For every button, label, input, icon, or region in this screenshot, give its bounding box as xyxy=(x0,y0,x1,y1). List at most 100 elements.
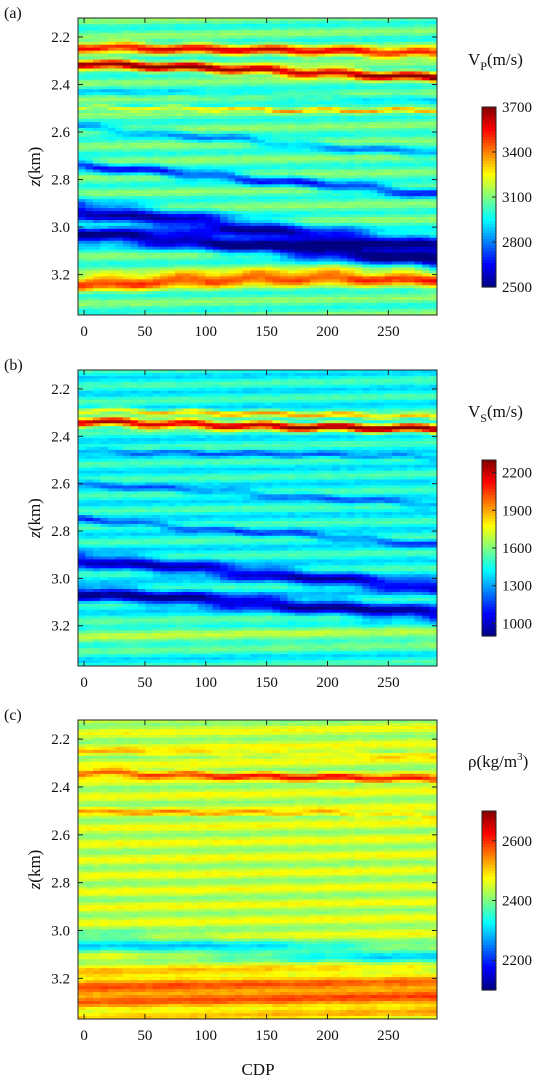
heatmap-cell xyxy=(272,160,281,165)
heatmap-cell xyxy=(354,175,363,179)
heatmap-cell xyxy=(212,92,221,96)
heatmap-cell xyxy=(160,202,169,206)
heatmap-cell xyxy=(279,372,289,377)
heatmap-cell xyxy=(309,118,318,123)
heatmap-cell xyxy=(332,47,341,52)
heatmap-cell xyxy=(167,35,176,40)
heatmap-cell xyxy=(279,370,289,374)
heatmap-cell xyxy=(399,38,408,43)
heatmap-cell xyxy=(362,74,371,78)
heatmap-cell xyxy=(212,148,221,153)
heatmap-cell xyxy=(227,71,236,76)
heatmap-cell xyxy=(250,163,259,168)
heatmap-cell xyxy=(369,225,378,230)
heatmap-cell xyxy=(287,41,296,46)
heatmap-cell xyxy=(152,169,161,174)
heatmap-cell xyxy=(235,219,244,224)
heatmap-cell xyxy=(324,264,333,269)
heatmap-cell xyxy=(257,50,266,55)
heatmap-cell xyxy=(227,228,236,233)
heatmap-cell xyxy=(235,372,244,377)
heatmap-cell xyxy=(294,169,303,174)
heatmap-cell xyxy=(414,294,423,298)
heatmap-cell xyxy=(167,208,176,212)
heatmap-cell xyxy=(167,249,176,254)
heatmap-cell xyxy=(279,285,289,289)
heatmap-cell xyxy=(429,216,437,221)
heatmap-cell xyxy=(175,92,184,96)
heatmap-cell xyxy=(167,312,176,315)
heatmap-cell xyxy=(242,145,251,150)
heatmap-cell xyxy=(115,303,124,307)
heatmap-cell xyxy=(107,169,116,174)
heatmap-cell xyxy=(145,258,154,263)
heatmap-cell xyxy=(242,264,251,269)
heatmap-cell xyxy=(384,136,393,141)
heatmap-cell xyxy=(422,255,431,260)
heatmap-cell xyxy=(287,297,296,301)
heatmap-cell xyxy=(384,237,393,242)
heatmap-cell xyxy=(160,154,169,159)
heatmap-cell xyxy=(167,214,176,218)
heatmap-cell xyxy=(339,80,348,84)
heatmap-cell xyxy=(302,178,311,182)
heatmap-cell xyxy=(354,166,363,171)
heatmap-cell xyxy=(167,372,176,377)
heatmap-cell xyxy=(287,193,296,197)
heatmap-cell xyxy=(362,234,371,239)
heatmap-cell xyxy=(279,240,289,245)
heatmap-cell xyxy=(130,199,139,203)
heatmap-cell xyxy=(115,261,124,266)
heatmap-cell xyxy=(399,312,408,315)
heatmap-cell xyxy=(235,148,244,153)
heatmap-cell xyxy=(145,23,154,28)
heatmap-cell xyxy=(392,178,401,182)
heatmap-cell xyxy=(235,205,244,209)
heatmap-cell xyxy=(347,136,356,141)
heatmap-cell xyxy=(407,190,416,194)
heatmap-cell xyxy=(287,92,296,96)
heatmap-cell xyxy=(182,184,191,188)
heatmap-cell xyxy=(160,50,169,55)
heatmap-cell xyxy=(377,300,386,304)
heatmap-cell xyxy=(347,83,356,87)
heatmap-cell xyxy=(220,309,229,313)
heatmap-cell xyxy=(235,20,244,25)
heatmap-cell xyxy=(175,211,184,215)
heatmap-cell xyxy=(78,205,87,209)
heatmap-cell xyxy=(167,142,176,147)
heatmap-cell xyxy=(137,74,146,78)
heatmap-cell xyxy=(212,288,221,292)
heatmap-cell xyxy=(152,219,161,224)
heatmap-cell xyxy=(264,32,274,37)
heatmap-cell xyxy=(205,312,214,315)
heatmap-cell xyxy=(190,187,199,191)
heatmap-cell xyxy=(369,291,378,295)
heatmap-cell xyxy=(422,205,431,209)
colorbar-tick-label: 3400 xyxy=(502,145,532,161)
heatmap-cell xyxy=(78,243,87,248)
heatmap-cell xyxy=(347,282,356,286)
heatmap-cell xyxy=(422,252,431,257)
heatmap-cell xyxy=(205,160,214,165)
heatmap-cell xyxy=(197,300,206,304)
heatmap-cell xyxy=(85,118,94,123)
heatmap-cell xyxy=(145,59,154,64)
heatmap-cell xyxy=(100,219,109,224)
heatmap-cell xyxy=(369,160,378,165)
heatmap-cell xyxy=(250,172,259,177)
heatmap-cell xyxy=(264,38,274,43)
heatmap-cell xyxy=(354,142,363,147)
heatmap-cell xyxy=(324,86,333,90)
heatmap-cell xyxy=(287,172,296,177)
heatmap-cell xyxy=(309,92,318,96)
heatmap-cell xyxy=(347,154,356,159)
heatmap-cell xyxy=(369,309,378,313)
heatmap-cell xyxy=(279,276,289,280)
heatmap-cell xyxy=(309,65,318,70)
heatmap-cell xyxy=(384,258,393,263)
heatmap-cell xyxy=(399,124,408,129)
heatmap-cell xyxy=(317,282,326,286)
heatmap-cell xyxy=(407,231,416,236)
heatmap-cell xyxy=(422,264,431,269)
